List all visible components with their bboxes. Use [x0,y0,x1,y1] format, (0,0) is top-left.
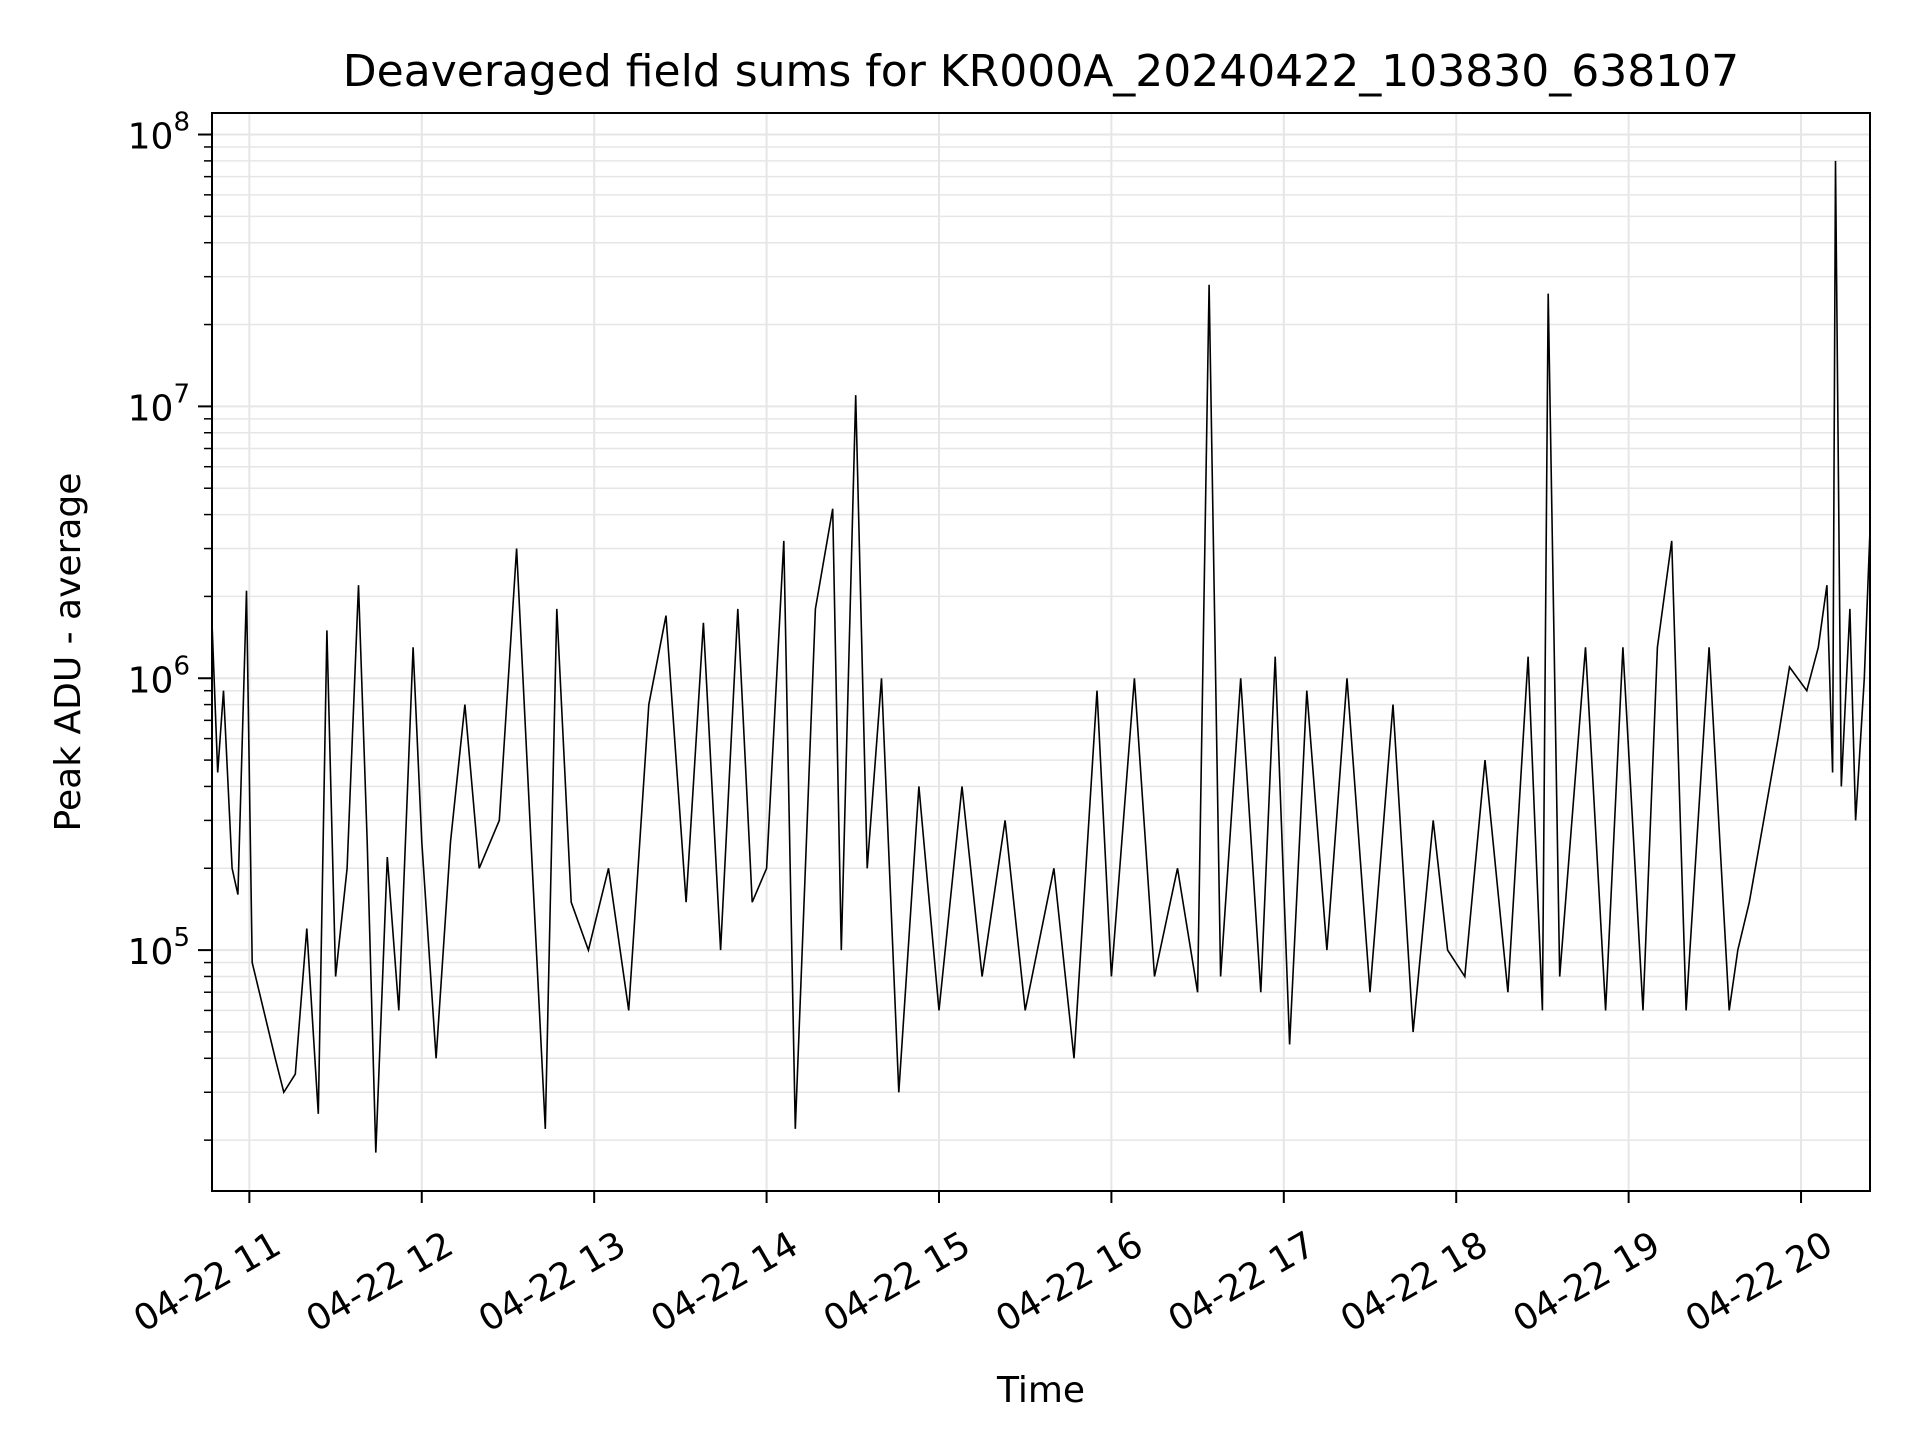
chart-title: Deaveraged field sums for KR000A_2024042… [343,46,1739,97]
series-line [211,160,1871,1153]
y-tick-base: 10 [128,660,174,701]
series-layer [211,160,1871,1153]
y-tick-label: 108 [128,108,190,158]
plot-frame [211,112,1871,1192]
y-tick-label: 107 [128,379,190,429]
y-tick-base: 10 [128,117,174,158]
y-tick-exponent: 8 [173,108,190,138]
y-axis-label: Peak ADU - average [48,473,89,832]
minor-gridlines [204,146,1870,1141]
y-tick-base: 10 [128,388,174,429]
y-tick-label: 106 [128,651,190,701]
y-tick-exponent: 7 [173,379,190,409]
y-tick-exponent: 5 [173,923,190,953]
x-axis-label: Time [996,1370,1085,1411]
y-tick-label: 105 [128,923,190,973]
major-gridlines [212,113,1870,1191]
y-tick-base: 10 [128,932,174,973]
y-tick-exponent: 6 [173,651,190,681]
